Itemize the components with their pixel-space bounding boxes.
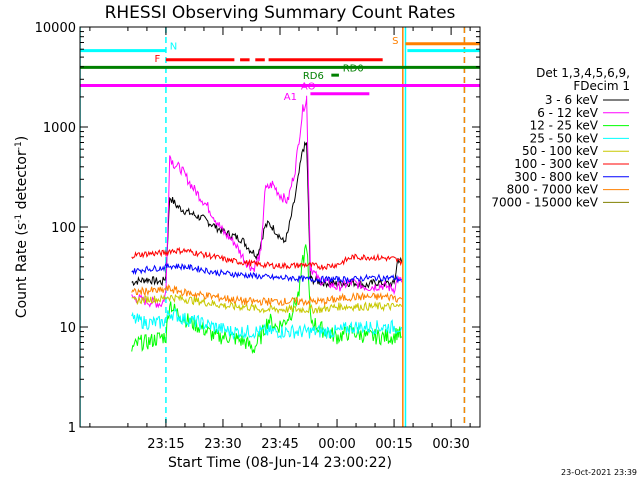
legend-label: 800 - 7000 keV <box>507 183 599 197</box>
x-axis-label: Start Time (08-Jun-14 23:00:22) <box>168 455 392 471</box>
x-tick-label: 00:15 <box>375 437 412 452</box>
flag-label: RD0 <box>343 63 364 74</box>
series-line <box>131 283 403 307</box>
series-line <box>131 246 403 271</box>
flag-label: A1 <box>284 92 297 103</box>
y-tick-label: 1000 <box>43 121 76 136</box>
legend-label: 100 - 300 keV <box>514 157 598 171</box>
legend-label: 3 - 6 keV <box>545 93 599 107</box>
series-line <box>131 95 403 309</box>
legend-title-line1: Det 1,3,4,5,6,9, <box>536 66 630 80</box>
chart-title: RHESSI Observing Summary Count Rates <box>105 3 456 23</box>
x-tick-label: 23:30 <box>204 437 241 452</box>
y-tick-label: 10000 <box>35 21 76 36</box>
flag-label: AO <box>301 82 316 93</box>
series-line <box>131 140 403 289</box>
series-line <box>131 262 402 285</box>
flag-label: N <box>170 42 177 53</box>
x-tick-label: 00:00 <box>318 437 355 452</box>
series-line <box>131 308 403 341</box>
y-tick-label: 1 <box>68 421 76 436</box>
legend-label: 50 - 100 keV <box>522 144 599 158</box>
y-tick-label: 10 <box>59 321 76 336</box>
legend-label: 12 - 25 keV <box>530 119 599 133</box>
flag-label: F <box>155 54 161 65</box>
timestamp: 23-Oct-2021 23:39 <box>561 468 637 477</box>
x-tick-label: 23:15 <box>147 437 184 452</box>
legend-label: 7000 - 15000 keV <box>491 195 598 209</box>
legend-label: 6 - 12 keV <box>537 106 599 120</box>
series-line <box>131 293 403 315</box>
legend-title-line2: FDecim 1 <box>573 79 630 93</box>
flag-label: RD6 <box>303 71 324 82</box>
legend-label: 300 - 800 keV <box>514 170 598 184</box>
y-tick-label: 100 <box>51 221 76 236</box>
x-tick-label: 23:45 <box>261 437 298 452</box>
y-axis-label: Count Rate (s-1 detector-1) <box>14 136 30 318</box>
x-tick-label: 00:30 <box>432 437 469 452</box>
legend-label: 25 - 50 keV <box>530 131 599 145</box>
flag-label: S <box>392 36 398 47</box>
